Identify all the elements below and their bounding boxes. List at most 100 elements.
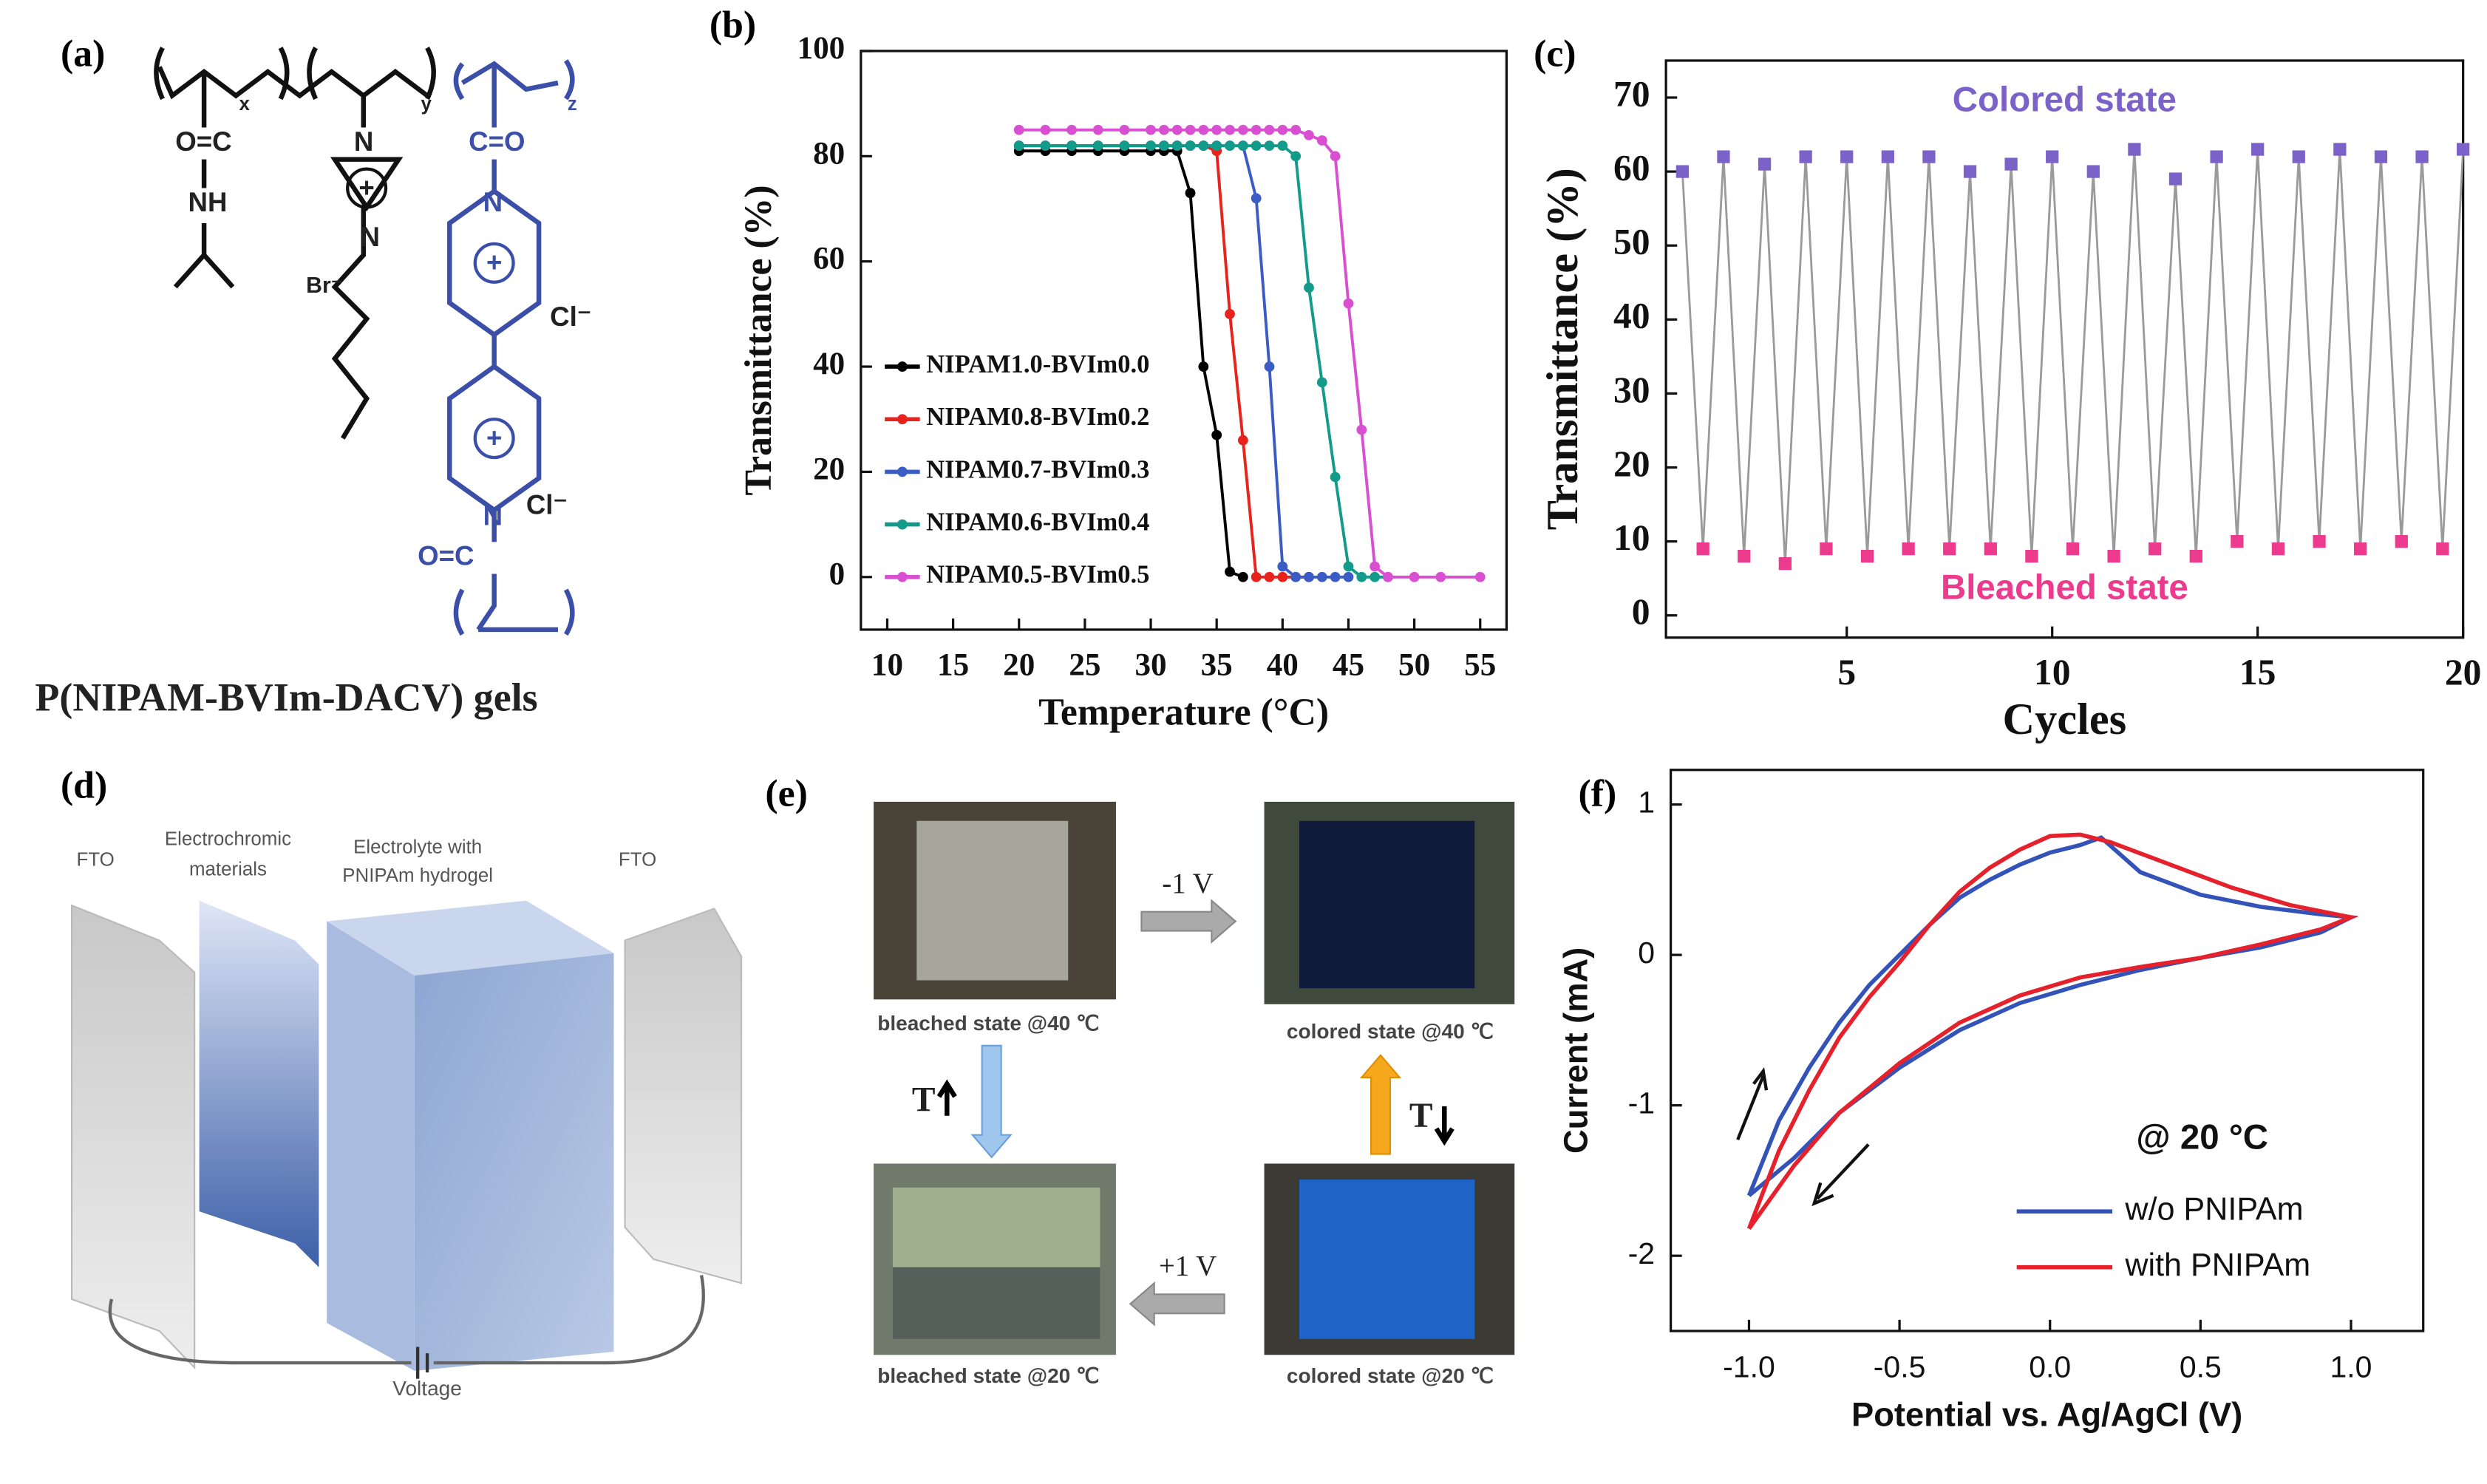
y-tick-label: 20	[813, 452, 845, 486]
data-point	[2107, 549, 2120, 563]
photo-film	[1299, 1180, 1475, 1339]
data-point	[2333, 143, 2347, 156]
data-point	[1356, 571, 1367, 582]
data-point	[1409, 571, 1420, 582]
x-tick-label: 50	[1398, 648, 1430, 683]
arrow	[1140, 899, 1237, 944]
data-point	[1119, 140, 1130, 152]
structure-blue	[447, 59, 575, 636]
fto-plate	[624, 908, 743, 1284]
data-point	[1277, 124, 1288, 135]
atom: y	[421, 94, 432, 115]
legend-marker	[897, 519, 908, 530]
x-tick-label: 5	[1837, 652, 1856, 692]
data-point	[1211, 124, 1222, 135]
legend-label: NIPAM0.6-BVIm0.4	[926, 508, 1149, 537]
y-tick-label: 80	[813, 136, 845, 171]
cycle-line	[1681, 149, 2465, 564]
data-point	[2354, 542, 2367, 556]
atom: C=O	[469, 126, 525, 157]
data-point	[1251, 193, 1262, 204]
cube-side	[327, 921, 415, 1371]
data-point	[2149, 542, 2162, 556]
data-point	[1251, 571, 1262, 582]
x-axis-label: Cycles	[2003, 695, 2127, 744]
data-point	[1316, 571, 1327, 582]
device-label: FTO	[619, 850, 656, 871]
data-point	[2189, 549, 2202, 563]
data-point	[1264, 124, 1275, 135]
data-point	[2046, 150, 2059, 163]
y-tick-label: 70	[1613, 73, 1650, 114]
charge-sign: +	[486, 423, 502, 453]
data-point	[1799, 150, 1812, 163]
data-point	[2436, 542, 2449, 556]
data-point	[1474, 571, 1486, 582]
data-point	[1435, 571, 1446, 582]
data-point	[1343, 571, 1354, 582]
temperature-label: T	[912, 1080, 936, 1119]
data-point	[1198, 361, 1209, 372]
data-point	[1984, 542, 1997, 556]
data-point	[2271, 542, 2285, 556]
data-point	[1185, 124, 1196, 135]
atom: O=C	[418, 541, 474, 571]
data-point	[2086, 165, 2100, 178]
data-point	[1277, 140, 1288, 152]
x-tick-label: 0.5	[2180, 1350, 2222, 1384]
charge	[473, 418, 515, 460]
legend-label: with PNIPAm	[2124, 1248, 2310, 1283]
data-point	[1092, 124, 1103, 135]
atom: x	[239, 94, 251, 115]
x-tick-label: 10	[871, 648, 903, 683]
photo-scene	[892, 1187, 1100, 1267]
data-point	[1330, 472, 1341, 483]
data-point	[1383, 571, 1393, 582]
data-point	[1237, 435, 1248, 446]
chart: (c) 5 10 15 20 0 10 20 30 40 50 60 70 Cycles Transmitt…	[1534, 33, 2481, 745]
x-axis-label: Temperature (°C)	[1038, 691, 1329, 733]
legend-marker	[897, 466, 908, 477]
legend-marker	[897, 414, 908, 425]
annotation: @ 20 °C	[2136, 1118, 2268, 1157]
data-point	[1198, 140, 1209, 152]
data-point	[1146, 140, 1156, 152]
structure-black	[154, 47, 436, 440]
data-point	[2457, 143, 2470, 156]
data-point	[1225, 566, 1235, 577]
legend-marker	[897, 571, 908, 582]
data-point	[1370, 561, 1381, 572]
data-point	[1264, 571, 1275, 582]
arrow	[970, 1044, 1013, 1159]
series-label: Colored state	[1953, 81, 2177, 120]
data-point	[1304, 571, 1314, 582]
device-label: PNIPAm hydrogel	[342, 865, 493, 886]
photo-caption: colored state @20 ℃	[1287, 1364, 1494, 1387]
legend-label: NIPAM0.7-BVIm0.3	[926, 455, 1149, 483]
y-tick-label: 40	[1613, 296, 1650, 336]
caption: P(NIPAM-BVIm-DACV) gels	[35, 675, 537, 719]
device-label: Electrochromic	[165, 828, 291, 849]
x-tick-label: 55	[1464, 648, 1496, 683]
data-point	[1264, 140, 1275, 152]
x-tick-label: 30	[1134, 648, 1166, 683]
x-tick-label: 10	[2034, 652, 2071, 692]
photo-film	[916, 820, 1069, 981]
data-point	[2415, 150, 2429, 163]
plot-frame	[1664, 59, 2465, 639]
data-point	[2210, 150, 2223, 163]
cube-front	[414, 953, 614, 1371]
data-point	[1778, 557, 1792, 571]
charge-sign: +	[358, 172, 374, 202]
x-tick-label: -1.0	[1723, 1350, 1775, 1384]
data-point	[1370, 571, 1381, 582]
atom: z	[568, 94, 577, 115]
y-tick-label: 1	[1638, 785, 1655, 819]
y-tick-label: 100	[797, 31, 846, 66]
wire	[108, 1275, 705, 1365]
panel-label: (d)	[61, 765, 107, 807]
data-point	[1316, 377, 1327, 388]
y-tick-label: 10	[1613, 517, 1650, 558]
x-tick-label: 20	[2445, 652, 2482, 692]
